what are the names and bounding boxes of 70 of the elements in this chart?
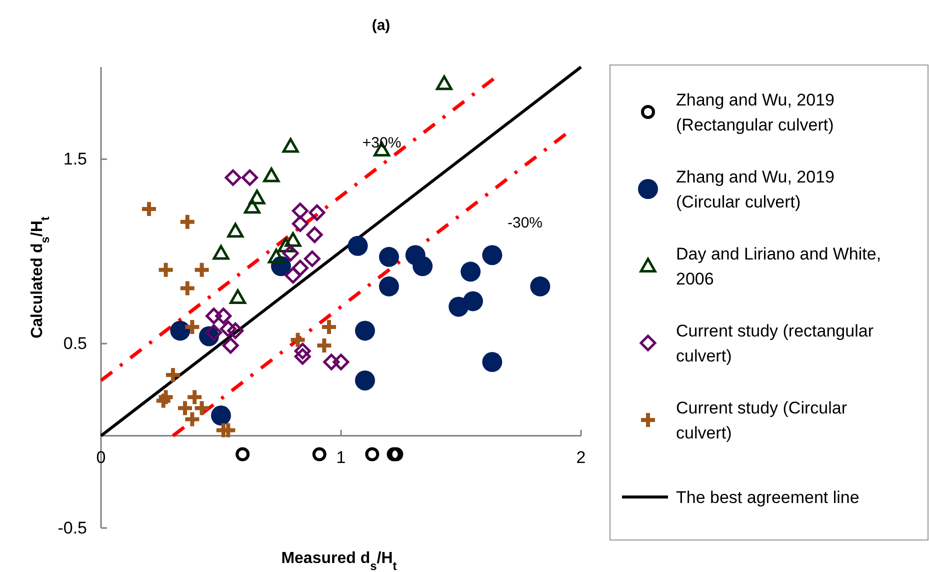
legend-label: Zhang and Wu, 2019 (Rectangular culvert) xyxy=(676,90,834,134)
point xyxy=(304,250,320,268)
point xyxy=(482,245,502,266)
point xyxy=(386,447,401,462)
annotation: -30% xyxy=(507,214,543,232)
x-axis-title: Measured d$_{s}$/H$_{t}$ xyxy=(281,550,397,572)
annotation: +30% xyxy=(362,134,402,152)
point xyxy=(236,447,250,462)
point xyxy=(215,308,232,324)
legend-label: Current study (rectangular culvert) xyxy=(676,321,874,365)
point xyxy=(263,168,280,182)
point xyxy=(242,169,258,186)
point xyxy=(348,236,368,256)
point xyxy=(206,308,222,324)
y-tick-label: -0.5 xyxy=(58,518,87,538)
point xyxy=(308,204,326,221)
point xyxy=(284,267,302,284)
legend-label: The best agreement line xyxy=(676,488,860,506)
y-tick-label: 0.5 xyxy=(63,334,87,354)
point xyxy=(211,406,231,426)
point xyxy=(282,244,299,262)
point xyxy=(292,202,308,220)
legend-label: Current study (Circular culvert) xyxy=(676,398,848,442)
point xyxy=(268,248,284,264)
point xyxy=(224,169,242,186)
point xyxy=(460,262,481,282)
point xyxy=(227,222,244,238)
point xyxy=(365,447,380,462)
x-tick-label: 2 xyxy=(576,448,586,467)
point xyxy=(192,260,211,279)
point xyxy=(244,198,260,214)
point xyxy=(323,354,340,370)
point xyxy=(222,337,239,354)
point xyxy=(178,212,196,231)
point xyxy=(332,354,350,370)
point xyxy=(156,260,175,279)
point xyxy=(212,244,230,260)
point xyxy=(288,330,307,349)
point xyxy=(282,138,299,153)
point xyxy=(294,348,311,365)
point xyxy=(156,388,175,406)
point xyxy=(482,352,502,372)
y-tick-label: 1.5 xyxy=(63,150,87,169)
point xyxy=(284,232,302,247)
point xyxy=(292,215,308,232)
point xyxy=(355,320,375,341)
legend-label: Zhang and Wu, 2019 (Circular culvert) xyxy=(676,167,834,211)
point xyxy=(355,370,375,390)
point xyxy=(463,291,483,312)
point xyxy=(379,246,399,267)
point xyxy=(227,322,244,339)
point xyxy=(178,279,196,298)
point xyxy=(294,342,311,360)
x-tick-label: 1 xyxy=(336,448,346,467)
point xyxy=(306,226,323,244)
point xyxy=(230,289,246,304)
x-tick-label: 0 xyxy=(96,448,106,467)
point xyxy=(292,260,308,276)
point xyxy=(220,320,236,338)
point xyxy=(248,190,266,204)
point xyxy=(530,276,550,296)
point xyxy=(154,392,172,410)
point xyxy=(412,256,433,276)
point xyxy=(312,447,326,462)
point xyxy=(170,320,190,341)
legend-label: Day and Liriano and White, 2006 xyxy=(676,244,882,288)
point xyxy=(436,75,452,90)
point xyxy=(379,276,399,296)
point xyxy=(389,447,404,462)
chart-title: (a) xyxy=(372,17,390,34)
